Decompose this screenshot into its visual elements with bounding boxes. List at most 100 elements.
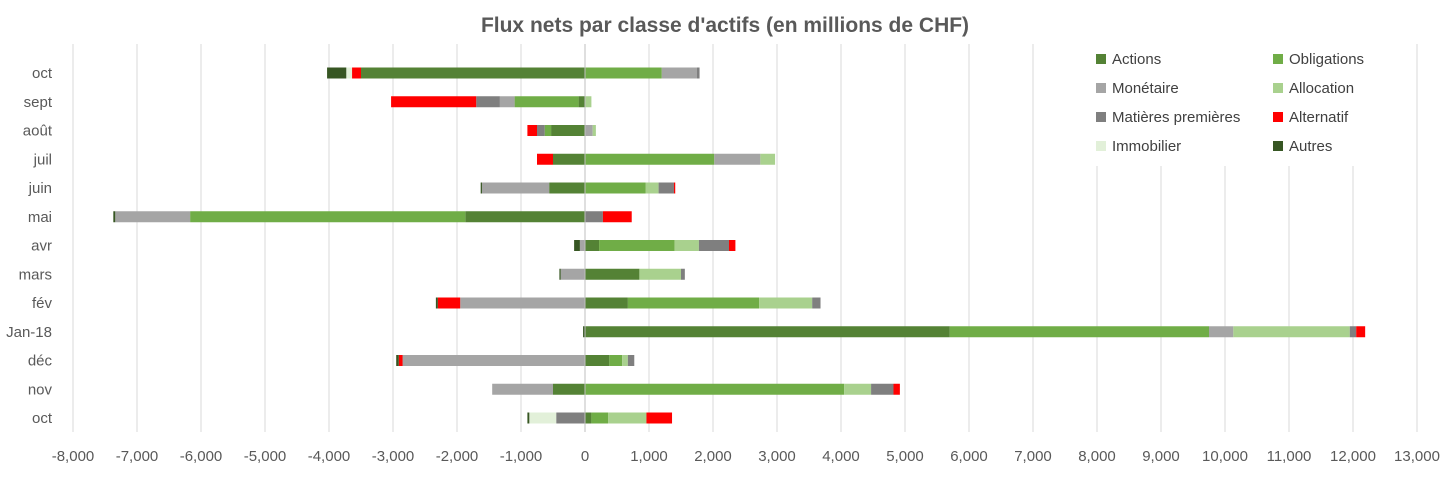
bar-segment-0-4 [585,297,628,309]
bar-segment-2-12 [661,67,697,79]
legend-swatch [1096,54,1106,64]
bar-segment-3-1 [844,383,872,395]
bar-segment-2-10 [585,125,593,136]
bar-segment-2-8 [481,182,550,194]
legend-label: Alternatif [1289,109,1349,126]
bar-segment-4-6 [698,240,729,251]
category-label: oct [32,65,53,82]
bar-segment-1-6 [599,240,675,251]
bar-segment-0-9 [553,153,585,165]
bar-segment-4-10 [537,125,545,136]
x-tick-label: -1,000 [500,448,543,465]
bar-segment-4-1 [871,383,894,395]
bar-segment-3-0 [608,412,647,424]
bar-segment-1-7 [190,211,466,223]
bar-segment-5-4 [437,297,461,309]
x-tick-label: 5,000 [886,448,924,465]
bar-segment-0-5 [585,268,640,280]
x-tick-label: 6,000 [950,448,988,465]
legend-swatch [1096,112,1106,122]
bar-segment-4-11 [476,96,500,108]
bar-segment-3-9 [760,153,776,165]
x-tick-label: 8,000 [1078,448,1116,465]
bar-segment-1-9 [585,153,715,165]
bar-segment-4-0 [556,412,585,424]
bar-segment-1-3 [949,326,1209,338]
bar-segment-2-4 [460,297,585,309]
bar-segment-3-8 [645,182,659,194]
bar-segment-3-3 [1233,326,1350,338]
bar-segment-5-10 [527,125,537,136]
category-label: juil [33,151,52,168]
legend-label: Allocation [1289,80,1354,97]
category-label: Jan-18 [6,324,52,341]
category-label: nov [28,381,53,398]
category-label: juin [28,180,52,197]
bar-segment-0-0 [585,412,592,424]
bar-segment-0-3 [585,326,950,338]
legend-swatch [1273,141,1283,151]
x-tick-label: 2,000 [694,448,732,465]
x-tick-label: 10,000 [1202,448,1248,465]
bar-segment-5-9 [537,153,553,165]
bar-segment-2-6 [579,240,585,251]
bar-segment-4-2 [627,355,635,366]
bar-segment-7-7 [113,211,116,223]
x-tick-label: -5,000 [244,448,287,465]
legend-label: Autres [1289,138,1332,155]
bar-segment-5-12 [352,67,361,79]
bar-segment-7-6 [574,240,580,251]
bar-segment-1-11 [514,96,579,108]
bar-segment-1-2 [609,355,623,366]
legend-swatch [1273,83,1283,93]
bar-segment-3-11 [585,96,592,108]
bar-segment-2-2 [402,355,585,366]
bar-segment-3-6 [674,240,699,251]
legend-label: Actions [1112,51,1161,68]
bar-segment-3-2 [622,355,628,366]
bar-segment-6-12 [346,67,353,79]
x-tick-label: 7,000 [1014,448,1052,465]
bar-segment-2-9 [714,153,761,165]
x-tick-label: 0 [581,448,589,465]
category-label: mai [28,209,52,226]
legend-label: Monétaire [1112,80,1179,97]
bars-layer [113,44,1366,432]
bar-segment-5-3 [1356,326,1366,338]
bar-segment-5-2 [398,355,403,366]
bar-segment-7-5 [559,268,561,280]
bar-segment-1-8 [585,182,646,194]
legend-label: Immobilier [1112,138,1181,155]
bar-segment-0-2 [585,355,610,366]
legend-swatch [1096,83,1106,93]
bar-segment-2-1 [492,383,553,395]
bar-segment-7-0 [527,412,530,424]
x-tick-label: 1,000 [630,448,668,465]
x-tick-label: -3,000 [372,448,415,465]
bar-segment-7-4 [435,297,438,309]
bar-segment-0-10 [551,125,585,136]
bar-segment-4-7 [585,211,603,223]
chart-title: Flux nets par classe d'actifs (en millio… [480,14,970,37]
x-tick-label: 11,000 [1267,448,1312,465]
x-tick-label: 3,000 [758,448,796,465]
category-label: déc [28,353,53,370]
bar-segment-7-12 [327,67,347,79]
bar-segment-3-4 [759,297,813,309]
bar-segment-4-5 [681,268,685,280]
category-labels: oct nov déc Jan-18 fév mars avr mai juin juil août… [6,65,53,427]
bar-segment-5-0 [646,412,673,424]
legend-swatch [1096,141,1106,151]
legend: Actions Obligations Monétaire Allocation Mat… [1088,44,1388,166]
bar-segment-0-6 [585,240,600,251]
bar-segment-5-7 [602,211,632,223]
category-label: avr [31,238,52,255]
legend-label: Obligations [1289,51,1364,68]
category-label: oct [32,410,53,427]
bar-segment-7-2 [396,355,399,366]
bar-segment-3-10 [592,125,596,136]
x-tick-labels: -8,000 -7,000 -6,000 -5,000 -4,000 -3,000 -2,0… [52,448,1440,465]
bar-segment-3-5 [639,268,681,280]
